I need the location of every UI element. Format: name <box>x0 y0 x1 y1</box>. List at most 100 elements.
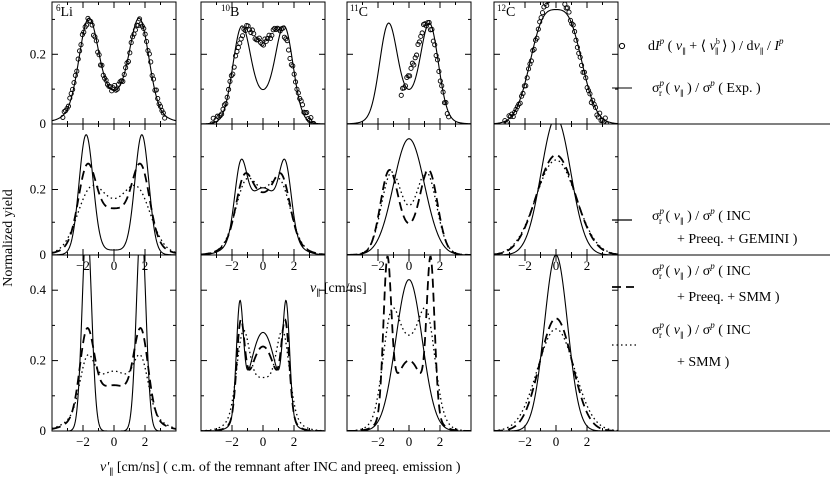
panel-curves <box>201 158 325 255</box>
data-point <box>544 2 550 8</box>
x-tick-label: 0 <box>406 258 413 273</box>
x-tick-label: −2 <box>225 258 239 273</box>
panel-11C-calc-remnant: −2 0 2 <box>346 254 472 449</box>
panel-frame <box>51 254 177 432</box>
data-point <box>512 109 518 116</box>
data-point <box>299 102 306 108</box>
panel-11C-calc-lab: −2 0 2 <box>346 123 472 273</box>
panel-6Li-calc-lab: −2 0 2 0 0.2 <box>30 123 177 273</box>
data-point <box>71 80 77 86</box>
data-point <box>436 68 442 75</box>
x-tick-label: 2 <box>291 434 298 449</box>
data-point <box>75 56 81 62</box>
x-tick-label: 0 <box>553 434 560 449</box>
data-point <box>587 91 593 97</box>
data-point <box>125 58 131 65</box>
data-point <box>89 22 95 28</box>
data-point <box>160 110 166 116</box>
data-point <box>141 25 147 32</box>
data-point <box>292 79 299 85</box>
legend-inc-smm-label: σp r ( v∥ ) / σp ( INC <box>652 320 751 340</box>
panel-11C-experiment <box>346 1 472 125</box>
data-point <box>538 15 544 21</box>
data-point <box>439 83 445 89</box>
x-tick-label: 2 <box>142 434 149 449</box>
panel-curves <box>201 299 325 431</box>
data-point <box>267 35 273 42</box>
legend-smm-label: σp r ( v∥ ) / σp ( INC <box>652 261 751 281</box>
x-tick-label: −2 <box>371 434 385 449</box>
series-dashed <box>201 318 325 431</box>
series-solid <box>201 299 325 431</box>
legend: dIp ( v∥ + ⟨ vb ∥ ⟩ ) / dv∥ / Ip σp r ( v∥… <box>612 36 798 370</box>
data-point <box>602 115 608 121</box>
data-point <box>150 76 157 82</box>
data-point <box>217 113 223 119</box>
series-dashed <box>494 154 618 255</box>
data-point <box>65 103 71 109</box>
panel-curves <box>201 22 325 124</box>
data-point <box>99 62 105 68</box>
data-point <box>263 38 269 44</box>
data-point <box>306 117 313 123</box>
data-point <box>577 54 583 60</box>
data-point <box>223 101 229 107</box>
data-point <box>280 25 286 31</box>
data-point <box>569 21 575 27</box>
data-point <box>517 100 523 106</box>
data-point <box>414 52 420 58</box>
data-point <box>226 86 232 93</box>
y-axis-label: Normalized yield <box>1 189 16 287</box>
data-point <box>584 85 590 91</box>
x-tick-label: 0 <box>553 258 560 273</box>
series-solid <box>494 124 618 255</box>
data-point <box>535 26 541 32</box>
nucleus-label-b10: 10B <box>221 3 239 20</box>
x-tick-label: 0 <box>406 434 413 449</box>
data-point <box>604 121 610 124</box>
data-point <box>513 106 519 112</box>
data-point <box>256 35 262 41</box>
data-point <box>570 22 576 28</box>
data-point <box>440 89 446 95</box>
data-point <box>60 114 66 120</box>
data-point <box>84 22 90 28</box>
data-point <box>124 60 130 66</box>
data-point <box>505 119 511 124</box>
x-tick-label: 0 <box>260 434 267 449</box>
x-axis-label-middle: v∥ [cm/ns] <box>310 281 367 298</box>
data-point <box>137 16 143 22</box>
panel-curves <box>52 134 176 255</box>
data-point <box>429 26 435 32</box>
data-point <box>142 31 148 37</box>
data-point <box>70 86 76 92</box>
data-point <box>130 34 136 40</box>
data-point <box>519 93 525 99</box>
data-point <box>523 83 529 89</box>
y-tick-label: 0.2 <box>30 46 46 61</box>
legend-exp-points-label: dIp ( v∥ + ⟨ vb ∥ ⟩ ) / dv∥ / Ip <box>648 36 784 56</box>
x-tick-label: −2 <box>518 434 532 449</box>
data-point <box>230 71 236 77</box>
data-point <box>524 75 530 81</box>
panel-curves <box>347 255 471 431</box>
data-point <box>597 110 603 116</box>
data-point <box>446 114 452 120</box>
panel-frame <box>200 1 326 125</box>
data-point <box>81 29 87 35</box>
nucleus-label-li6: 6Li <box>56 3 73 20</box>
data-point <box>128 40 134 46</box>
data-point <box>527 61 533 67</box>
data-point <box>290 63 296 69</box>
y-tick-label: 0 <box>40 116 47 131</box>
data-point <box>78 42 84 48</box>
data-point <box>566 9 572 15</box>
data-point <box>434 57 441 63</box>
data-point <box>155 96 161 102</box>
series-dotted <box>347 307 471 431</box>
data-point <box>72 72 78 78</box>
panel-curves <box>347 138 471 255</box>
data-point <box>415 41 421 48</box>
x-tick-label: −2 <box>76 258 90 273</box>
